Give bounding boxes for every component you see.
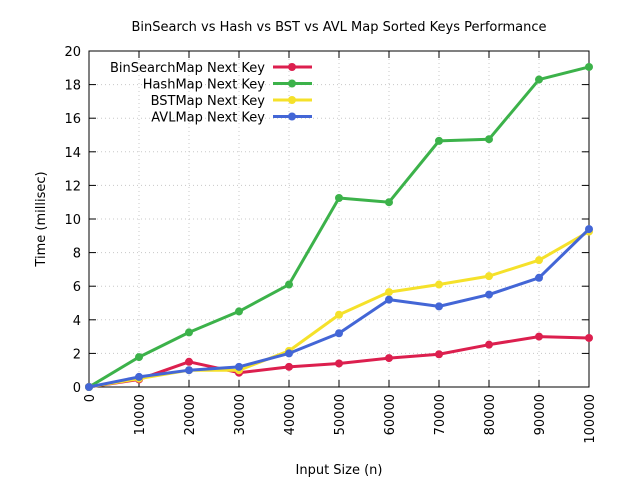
data-point bbox=[235, 307, 243, 316]
y-tick-label: 0 bbox=[73, 381, 81, 396]
x-tick-label: 20000 bbox=[183, 394, 198, 435]
data-point bbox=[335, 194, 343, 202]
x-tick-label: 70000 bbox=[433, 394, 448, 435]
y-tick-label: 4 bbox=[73, 314, 81, 329]
x-axis-label: Input Size (n) bbox=[296, 463, 383, 478]
data-point bbox=[285, 280, 293, 289]
y-tick-label: 10 bbox=[64, 213, 81, 228]
data-point bbox=[585, 225, 593, 234]
y-tick-label: 16 bbox=[64, 112, 81, 127]
data-point bbox=[435, 280, 443, 289]
y-axis-label: Time (millisec) bbox=[34, 171, 49, 267]
data-point bbox=[85, 383, 93, 391]
data-point bbox=[535, 332, 543, 341]
y-tick-label: 12 bbox=[64, 179, 81, 194]
x-tick-label: 30000 bbox=[233, 394, 248, 435]
legend: BinSearchMap Next Key HashMap Next KeyBST… bbox=[110, 61, 312, 126]
y-tick-label: 2 bbox=[73, 347, 81, 362]
series-group bbox=[85, 62, 593, 391]
legend-label: BinSearchMap Next Key bbox=[110, 61, 265, 76]
data-point bbox=[435, 136, 443, 145]
legend-marker bbox=[288, 63, 296, 71]
y-tick-label: 20 bbox=[64, 45, 81, 60]
x-tick-label: 40000 bbox=[283, 394, 298, 435]
legend-marker bbox=[288, 79, 296, 88]
data-point bbox=[285, 349, 293, 358]
data-point bbox=[535, 75, 543, 84]
legend-marker bbox=[288, 96, 296, 104]
data-point bbox=[385, 288, 393, 297]
y-tick-label: 14 bbox=[64, 146, 81, 161]
data-point bbox=[535, 273, 543, 282]
data-point bbox=[335, 310, 343, 319]
legend-label: AVLMap Next Key bbox=[151, 111, 265, 126]
series-3 bbox=[85, 225, 593, 391]
data-point bbox=[585, 333, 593, 342]
data-point bbox=[585, 62, 593, 71]
chart-title: BinSearch vs Hash vs BST vs AVL Map Sort… bbox=[131, 20, 546, 35]
data-point bbox=[485, 272, 493, 281]
data-point bbox=[335, 329, 343, 338]
data-point bbox=[385, 295, 393, 304]
data-point bbox=[385, 198, 393, 207]
x-axis-ticks: 0 10000 20000 30000 40000 50000 60000 70000 8000… bbox=[83, 51, 598, 444]
x-tick-label: 100000 bbox=[583, 394, 598, 444]
x-tick-label: 10000 bbox=[133, 394, 148, 435]
x-tick-label: 60000 bbox=[383, 394, 398, 435]
data-point bbox=[185, 366, 193, 375]
data-point bbox=[535, 256, 543, 265]
data-point bbox=[285, 362, 293, 371]
data-point bbox=[435, 302, 443, 311]
y-axis-ticks: 0 2 4 6 8 10 12 14 16 18 20 bbox=[64, 45, 589, 396]
y-tick-label: 8 bbox=[73, 247, 81, 262]
y-tick-label: 18 bbox=[64, 79, 81, 94]
data-point bbox=[235, 362, 243, 371]
data-point bbox=[335, 359, 343, 368]
series-1 bbox=[85, 62, 593, 391]
data-point bbox=[385, 354, 393, 363]
data-point bbox=[485, 135, 493, 144]
legend-label: BSTMap Next Key bbox=[151, 94, 266, 109]
x-tick-label: 80000 bbox=[483, 394, 498, 435]
y-tick-label: 6 bbox=[73, 280, 81, 295]
data-point bbox=[485, 290, 493, 299]
legend-marker bbox=[288, 112, 296, 121]
data-point bbox=[485, 340, 493, 349]
data-point bbox=[135, 353, 143, 362]
x-tick-label: 90000 bbox=[533, 394, 548, 435]
x-tick-label: 0 bbox=[83, 394, 98, 402]
data-point bbox=[185, 357, 193, 366]
data-point bbox=[135, 372, 143, 381]
x-tick-label: 50000 bbox=[333, 394, 348, 435]
data-point bbox=[185, 328, 193, 337]
data-point bbox=[435, 350, 443, 359]
legend-label: HashMap Next Key bbox=[143, 78, 266, 93]
